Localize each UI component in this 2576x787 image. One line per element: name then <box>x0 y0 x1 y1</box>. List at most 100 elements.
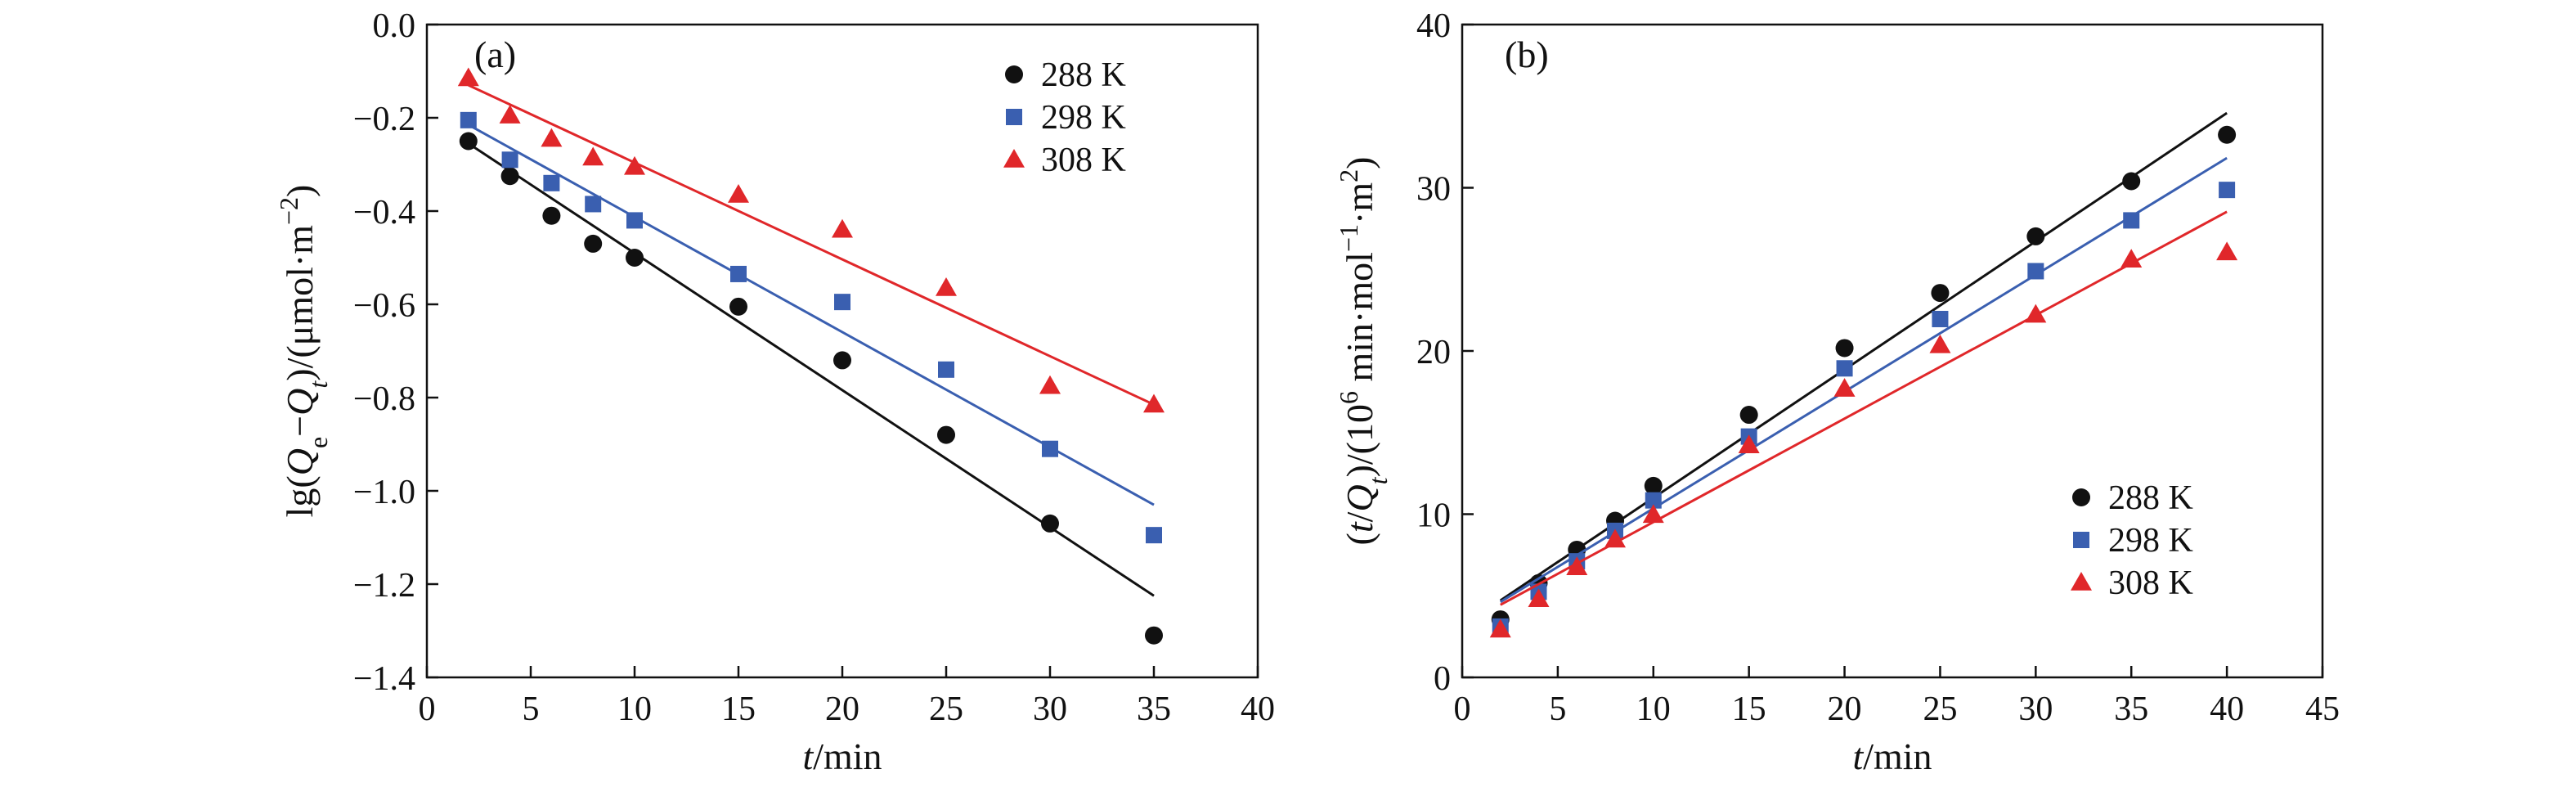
data-point <box>460 111 477 128</box>
data-point <box>500 167 519 186</box>
y-axis-label-part: 6 <box>1334 391 1363 404</box>
legend-label: 308 K <box>1041 142 1126 179</box>
x-tick-label: 20 <box>1828 690 1862 728</box>
x-tick-label: 10 <box>1636 690 1671 728</box>
legend-marker <box>2073 532 2089 548</box>
x-axis-label-unit: /min <box>1863 735 1932 777</box>
legend-marker <box>1005 65 1023 83</box>
y-axis-label-part: −1 <box>1334 224 1363 252</box>
data-point <box>729 297 747 316</box>
x-tick-label: 0 <box>419 690 436 728</box>
x-axis-label-unit: /min <box>813 735 882 777</box>
data-point <box>1143 394 1165 413</box>
y-axis-label-part: min·mol <box>1339 252 1380 391</box>
data-point <box>1739 406 1758 425</box>
x-tick-label: 0 <box>1454 690 1471 728</box>
data-point <box>582 146 604 166</box>
x-tick-label: 35 <box>1137 690 1171 728</box>
y-tick-label: −0.4 <box>353 194 415 232</box>
x-tick-label: 15 <box>1732 690 1766 728</box>
y-axis-label-part: t <box>303 380 333 389</box>
series-308k <box>1489 210 2238 638</box>
data-point <box>1836 360 1853 377</box>
chart-panel-a: 0 5 10 15 20 25 30 35 40 −1.4 −1.2 −1.0 −0.8 −0.6 −0.4… <box>274 7 1275 777</box>
fit-line <box>467 142 1155 597</box>
y-tick-label: −1.2 <box>353 567 415 605</box>
y-axis-label-part: )/(10 <box>1339 404 1380 477</box>
legend-marker <box>2072 488 2090 506</box>
data-point <box>1528 588 1550 607</box>
y-tick-label: −1.4 <box>353 660 415 698</box>
fit-line <box>1500 210 2228 606</box>
x-axis-label: t/min <box>802 735 882 777</box>
x-tick-label: 10 <box>617 690 652 728</box>
legend-marker <box>1006 109 1022 125</box>
y-axis-label-part: Q <box>279 389 321 416</box>
x-axis-label-variable: t <box>1852 735 1864 777</box>
legend: 288 K 298 K 308 K <box>1003 56 1126 179</box>
data-point <box>1039 375 1061 394</box>
data-point <box>626 212 643 229</box>
data-point <box>624 155 645 175</box>
data-point <box>1833 378 1856 397</box>
data-point <box>730 265 747 282</box>
data-point <box>936 277 957 296</box>
series-288k <box>1491 111 2237 629</box>
data-point <box>542 206 561 225</box>
y-axis-label-part: t <box>1363 476 1393 484</box>
y-axis-label-part: ) <box>279 185 321 197</box>
data-point <box>1604 528 1627 548</box>
series-288k <box>459 132 1163 645</box>
x-tick-label: 35 <box>2114 690 2148 728</box>
data-point <box>541 128 563 147</box>
data-point <box>1489 618 1511 638</box>
y-axis-label: (t/Qt)/(106 min·mol−1·m2) <box>1334 157 1393 546</box>
y-axis-label-part: − <box>279 416 321 437</box>
data-point <box>1042 440 1058 457</box>
legend-marker <box>2071 572 2092 591</box>
data-point <box>585 196 602 213</box>
data-point <box>2219 182 2236 199</box>
plot-frame <box>1461 23 2324 679</box>
x-tick-label: 40 <box>1241 690 1275 728</box>
data-point <box>1642 504 1664 524</box>
data-point <box>626 249 644 267</box>
y-tick-label: 0.0 <box>373 7 416 45</box>
legend-label: 308 K <box>2108 564 2193 602</box>
data-point <box>832 218 853 238</box>
data-point <box>2026 227 2045 245</box>
legend-marker <box>1003 149 1025 168</box>
x-tick-label: 25 <box>1923 690 1957 728</box>
y-tick-label: 30 <box>1416 171 1451 209</box>
y-tick-label: 20 <box>1416 334 1451 371</box>
data-point <box>1644 476 1663 495</box>
x-tick-label: 5 <box>1549 690 1566 728</box>
y-axis-label: lg(Qe−Qt)/(μmol·m−2) <box>274 185 333 518</box>
series-308k <box>457 67 1165 413</box>
data-point <box>2122 172 2141 191</box>
data-point <box>2025 304 2047 323</box>
data-point <box>2120 249 2143 268</box>
y-tick-label: −0.2 <box>353 101 415 138</box>
x-axis: 0 5 10 15 20 25 30 35 40 <box>419 666 1275 728</box>
x-tick-label: 15 <box>721 690 756 728</box>
x-axis-label: t/min <box>1852 735 1932 777</box>
data-point <box>584 234 603 253</box>
x-tick-label: 5 <box>523 690 540 728</box>
data-point <box>499 105 521 124</box>
y-axis: 0 10 20 30 40 <box>1416 7 1474 698</box>
data-point <box>1566 556 1588 575</box>
chart-panel-b: 0 5 10 15 20 25 30 35 40 45010203040t/min(t/Qt)/(… <box>1334 7 2340 777</box>
data-point <box>1931 284 1950 303</box>
data-point <box>834 294 850 311</box>
data-point <box>457 67 479 87</box>
data-point <box>833 351 851 370</box>
y-axis-label-part: t <box>1339 521 1380 533</box>
data-point <box>1145 626 1163 645</box>
legend-label: 288 K <box>2108 479 2193 517</box>
y-axis-label-part: ) <box>1339 157 1380 169</box>
data-point <box>1041 514 1059 533</box>
data-point <box>938 361 954 378</box>
x-tick-label: 30 <box>2018 690 2053 728</box>
